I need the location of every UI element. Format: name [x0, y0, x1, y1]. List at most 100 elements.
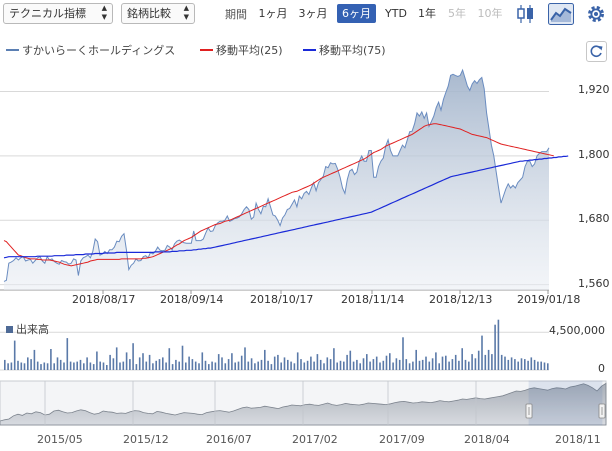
reload-icon: [590, 45, 603, 57]
volume-bar: [175, 359, 177, 370]
volume-bar: [405, 359, 408, 370]
volume-bar: [543, 362, 546, 370]
period-ytd-button[interactable]: YTD: [385, 7, 407, 20]
volume-bar: [290, 361, 292, 370]
volume-bar: [287, 359, 289, 370]
volume-bar: [188, 356, 190, 370]
volume-bar: [273, 356, 276, 370]
volume-bar: [69, 361, 72, 370]
volume-bar: [59, 359, 62, 370]
volume-bar: [507, 359, 510, 370]
period-5y-button[interactable]: 5年: [448, 7, 466, 20]
area-chart-icon[interactable]: [548, 3, 574, 25]
volume-bar: [445, 355, 447, 370]
volume-bar: [533, 359, 536, 370]
volume-bar: [431, 358, 434, 370]
x-tick-label: 2018/08/17: [72, 293, 136, 306]
volume-bar: [178, 361, 180, 370]
volume-bar: [293, 363, 296, 370]
volume-bar: [152, 363, 154, 370]
volume-bar: [168, 348, 171, 370]
volume-bar: [112, 358, 115, 370]
volume-bar: [385, 355, 388, 370]
legend-swatch: [200, 49, 213, 51]
volume-bar: [43, 362, 46, 370]
period-6m-button[interactable]: 6ヶ月: [337, 4, 376, 23]
volume-bar: [471, 354, 473, 370]
volume-bar: [517, 361, 519, 370]
volume-bar: [382, 360, 385, 370]
price-area-fill: [4, 70, 549, 290]
volume-bar: [145, 361, 148, 370]
volume-bar: [389, 353, 391, 370]
volume-bar: [520, 358, 523, 370]
volume-bar: [418, 360, 421, 370]
volume-bar: [537, 361, 539, 370]
volume-bar: [254, 363, 256, 370]
volume-bar: [464, 359, 467, 370]
select-arrows-icon: ▲ ▼: [183, 4, 189, 21]
volume-bar: [375, 356, 378, 370]
volume-bar: [524, 359, 526, 370]
navigator-selection[interactable]: [528, 380, 603, 426]
volume-bar: [115, 347, 118, 370]
volume-bar: [481, 335, 483, 370]
y-tick-label: 1,920: [578, 83, 610, 97]
reload-button[interactable]: [586, 41, 607, 62]
volume-bar: [27, 357, 29, 370]
navigator-date-label: 2015/12: [123, 433, 169, 446]
volume-bar: [402, 337, 404, 370]
volume-bar: [119, 362, 121, 370]
navigator-date-label: 2018/04: [464, 433, 510, 446]
volume-bar: [102, 362, 105, 370]
volume-bar: [349, 350, 352, 370]
legend-item-ma25: 移動平均(25): [200, 42, 283, 58]
volume-bar: [171, 364, 174, 370]
technical-indicator-select[interactable]: テクニカル指標 ▲ ▼: [3, 3, 113, 24]
volume-bar: [260, 359, 263, 370]
period-1y-button[interactable]: 1年: [418, 7, 436, 20]
volume-bar: [96, 351, 98, 370]
volume-bar: [10, 362, 13, 370]
navigator[interactable]: [0, 380, 607, 426]
volume-bar: [280, 362, 282, 370]
volume-bar: [36, 361, 39, 370]
period-3m-button[interactable]: 3ヶ月: [298, 7, 328, 20]
candlestick-icon[interactable]: [515, 3, 537, 25]
ma75-line: [3, 155, 569, 259]
volume-bar: [83, 363, 85, 370]
volume-bar: [185, 362, 187, 370]
volume-bar: [132, 343, 134, 370]
volume-bar: [392, 362, 394, 370]
navigator-date-label: 2018/11: [555, 433, 601, 446]
volume-bar: [162, 357, 164, 370]
volume-bar: [109, 354, 111, 370]
volume-label: 出来高: [6, 321, 49, 337]
volume-bar: [547, 363, 549, 370]
volume-bar: [352, 361, 355, 370]
volume-bar: [421, 359, 424, 370]
volume-bar: [17, 360, 19, 370]
volume-bar: [148, 354, 151, 370]
compare-symbol-select[interactable]: 銘柄比較 ▲ ▼: [121, 3, 195, 24]
volume-bar: [237, 361, 240, 370]
legend-label: すかいらーくホールディングス: [22, 44, 176, 57]
select-arrows-icon: ▲ ▼: [101, 4, 107, 21]
settings-icon[interactable]: [585, 3, 607, 25]
period-1m-button[interactable]: 1ヶ月: [258, 7, 288, 20]
volume-bar: [346, 354, 348, 370]
volume-bar: [50, 349, 52, 370]
volume-bar: [204, 360, 207, 370]
x-tick-label: 2019/01/18: [517, 293, 581, 306]
volume-bar: [372, 359, 375, 370]
y-tick-label: 1,680: [578, 212, 610, 226]
volume-bar: [412, 361, 414, 370]
volume-bar: [158, 359, 161, 370]
volume-bar: [138, 357, 141, 370]
compare-symbol-select-label: 銘柄比較: [127, 7, 171, 20]
volume-bar: [122, 361, 125, 370]
period-10y-button[interactable]: 10年: [477, 7, 503, 20]
volume-bar: [448, 361, 450, 370]
volume-bar: [497, 319, 500, 370]
